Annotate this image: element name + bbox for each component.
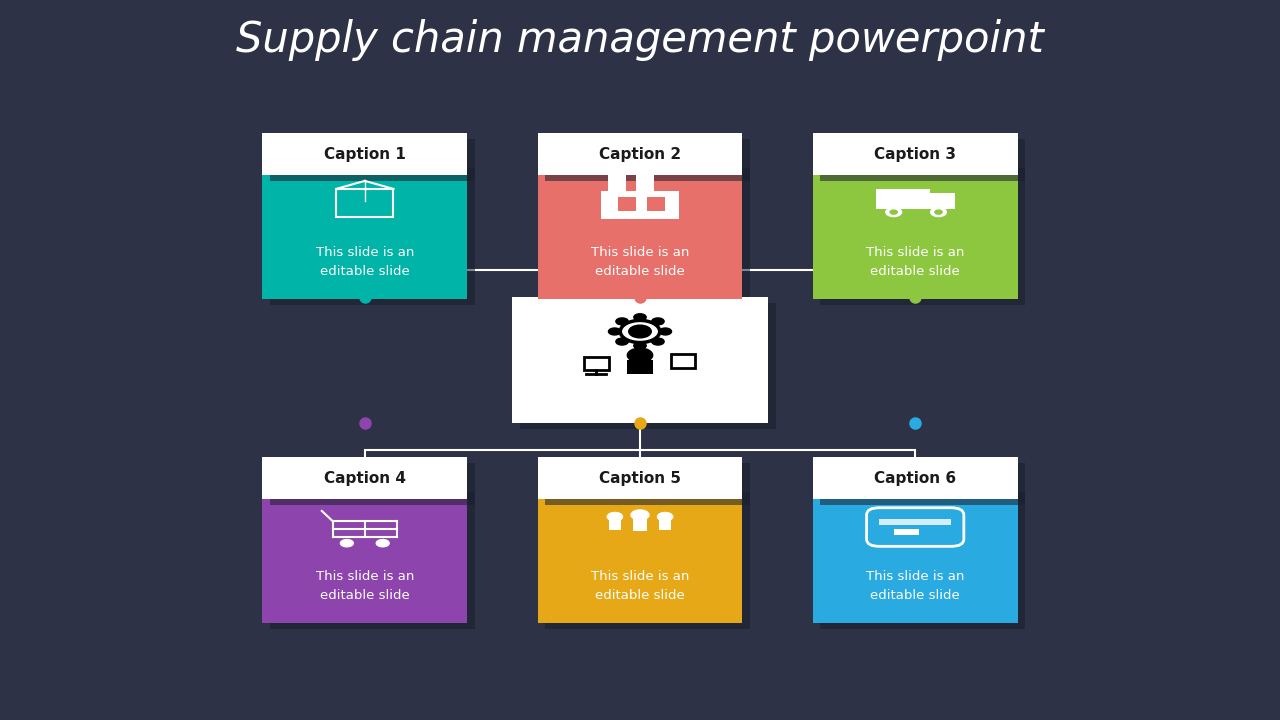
FancyBboxPatch shape	[813, 486, 1018, 623]
FancyBboxPatch shape	[538, 457, 742, 499]
FancyBboxPatch shape	[545, 492, 750, 629]
Text: This slide is an
editable slide: This slide is an editable slide	[867, 570, 964, 602]
Circle shape	[634, 342, 646, 349]
FancyBboxPatch shape	[270, 139, 475, 181]
Text: This slide is an
editable slide: This slide is an editable slide	[591, 570, 689, 602]
Text: Caption 1: Caption 1	[324, 147, 406, 161]
Text: Supply chain management powerpoint: Supply chain management powerpoint	[236, 19, 1044, 60]
Text: Caption 4: Caption 4	[324, 471, 406, 485]
Text: Caption 3: Caption 3	[874, 147, 956, 161]
FancyBboxPatch shape	[820, 463, 1025, 505]
FancyBboxPatch shape	[545, 168, 750, 305]
Circle shape	[659, 328, 672, 335]
FancyBboxPatch shape	[659, 520, 671, 531]
Circle shape	[631, 510, 649, 520]
Text: This slide is an
editable slide: This slide is an editable slide	[867, 246, 964, 278]
Circle shape	[934, 210, 942, 214]
Text: Caption 5: Caption 5	[599, 471, 681, 485]
FancyBboxPatch shape	[538, 486, 742, 623]
Circle shape	[608, 328, 621, 335]
FancyBboxPatch shape	[813, 457, 1018, 499]
Circle shape	[340, 539, 353, 546]
FancyBboxPatch shape	[813, 133, 1018, 175]
Circle shape	[634, 314, 646, 320]
Circle shape	[652, 338, 664, 345]
Circle shape	[627, 348, 653, 362]
FancyBboxPatch shape	[538, 162, 742, 299]
FancyBboxPatch shape	[270, 168, 475, 305]
Circle shape	[628, 325, 652, 338]
Text: Caption 6: Caption 6	[874, 471, 956, 485]
FancyBboxPatch shape	[270, 492, 475, 629]
FancyBboxPatch shape	[879, 519, 951, 525]
FancyBboxPatch shape	[600, 191, 680, 219]
FancyBboxPatch shape	[262, 457, 467, 499]
Circle shape	[652, 318, 664, 325]
FancyBboxPatch shape	[876, 189, 929, 209]
FancyBboxPatch shape	[608, 175, 626, 191]
Circle shape	[616, 318, 628, 325]
FancyBboxPatch shape	[893, 529, 919, 535]
Circle shape	[886, 207, 901, 217]
FancyBboxPatch shape	[262, 486, 467, 623]
Text: This slide is an
editable slide: This slide is an editable slide	[316, 246, 413, 278]
FancyBboxPatch shape	[262, 162, 467, 299]
FancyBboxPatch shape	[262, 133, 467, 175]
Text: Caption 2: Caption 2	[599, 147, 681, 161]
Circle shape	[376, 539, 389, 546]
FancyBboxPatch shape	[636, 175, 654, 191]
Text: This slide is an
editable slide: This slide is an editable slide	[591, 246, 689, 278]
FancyBboxPatch shape	[538, 133, 742, 175]
FancyBboxPatch shape	[545, 463, 750, 505]
FancyBboxPatch shape	[627, 360, 653, 374]
FancyBboxPatch shape	[618, 197, 636, 211]
Circle shape	[658, 513, 673, 521]
FancyBboxPatch shape	[820, 492, 1025, 629]
FancyBboxPatch shape	[512, 297, 768, 423]
Text: This slide is an
editable slide: This slide is an editable slide	[316, 570, 413, 602]
FancyBboxPatch shape	[632, 519, 648, 531]
FancyBboxPatch shape	[813, 162, 1018, 299]
FancyBboxPatch shape	[820, 139, 1025, 181]
Circle shape	[931, 207, 946, 217]
FancyBboxPatch shape	[520, 303, 776, 429]
FancyBboxPatch shape	[609, 520, 621, 531]
Circle shape	[890, 210, 897, 214]
Circle shape	[616, 338, 628, 345]
Circle shape	[607, 513, 622, 521]
FancyBboxPatch shape	[545, 139, 750, 181]
FancyBboxPatch shape	[648, 197, 666, 211]
FancyBboxPatch shape	[270, 463, 475, 505]
FancyBboxPatch shape	[820, 168, 1025, 305]
FancyBboxPatch shape	[929, 193, 955, 209]
